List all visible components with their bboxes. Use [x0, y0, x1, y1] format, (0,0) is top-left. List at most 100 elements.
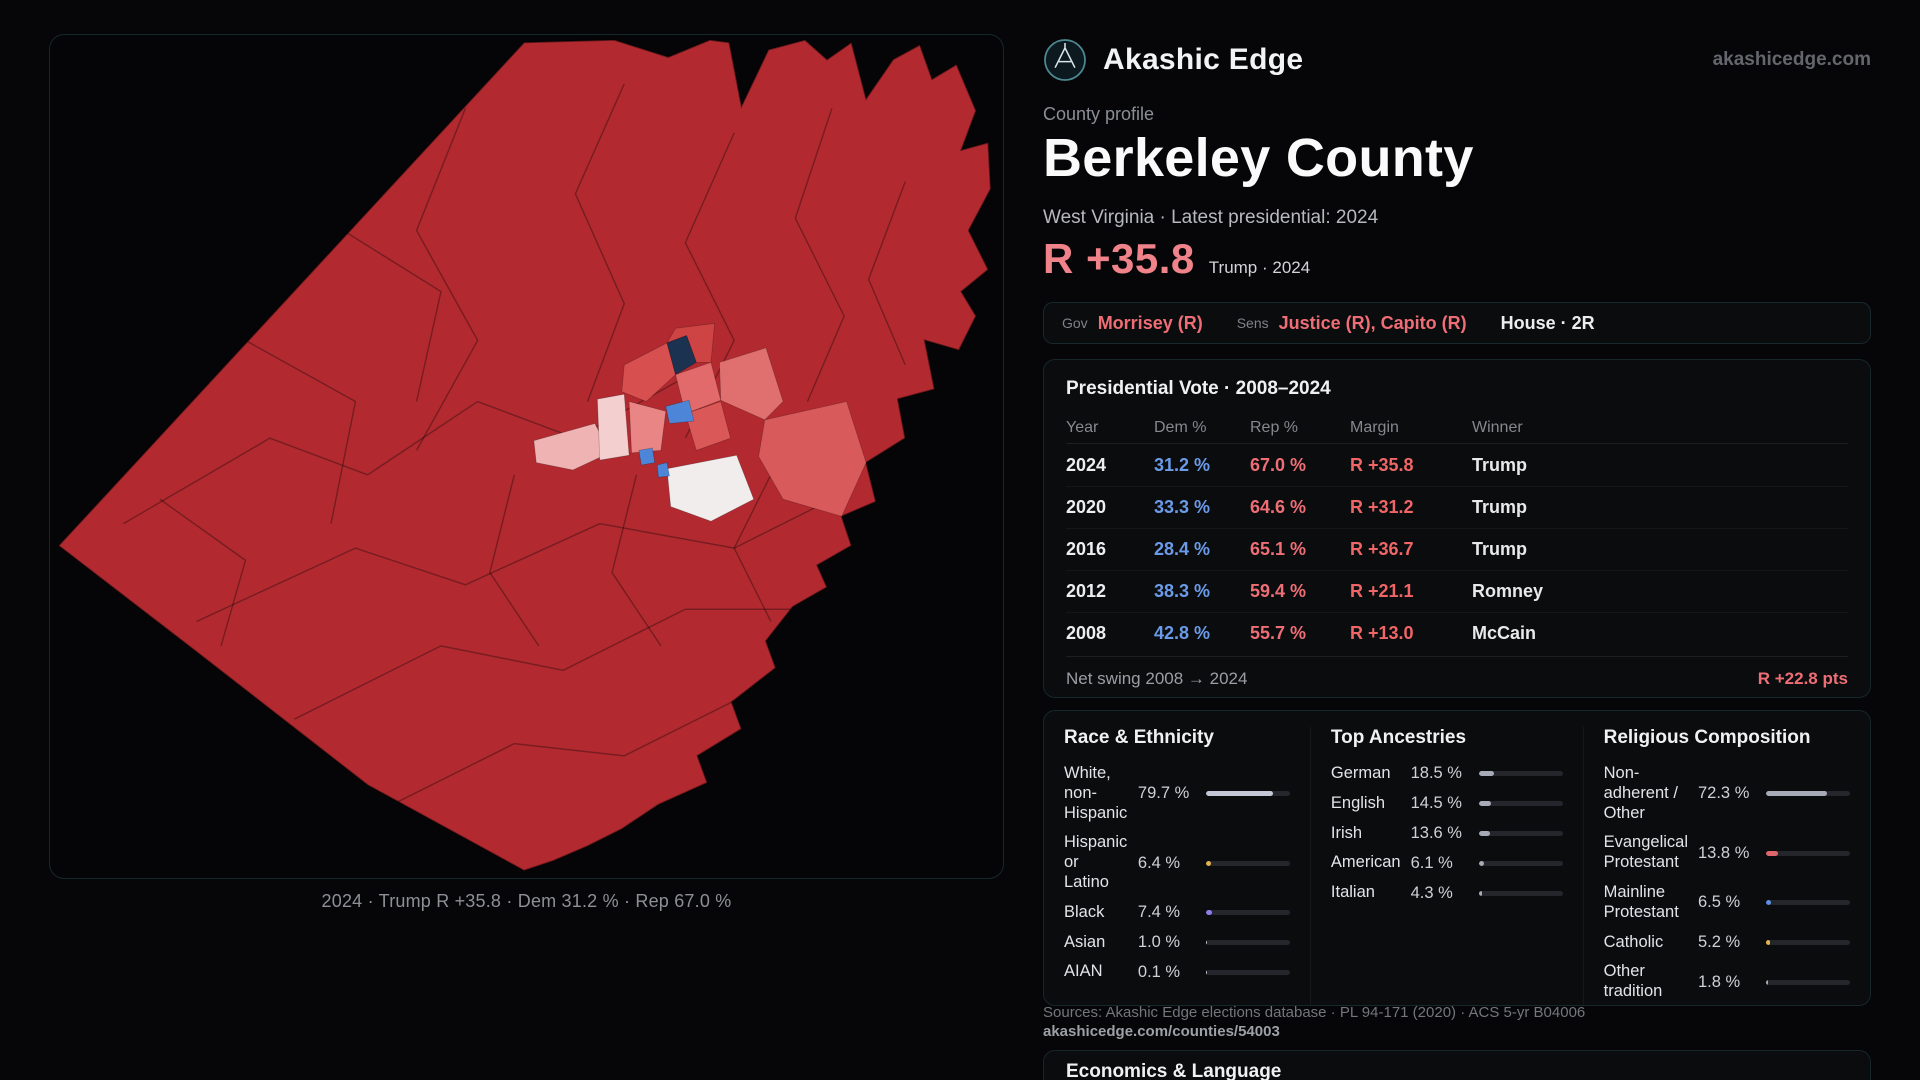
- pres-margin: R +21.1: [1350, 581, 1414, 601]
- gov-value: Morrisey (R): [1097, 312, 1203, 333]
- demo-row: AIAN 0.1 %: [1064, 957, 1290, 987]
- pres-margin: R +35.8: [1350, 454, 1414, 475]
- demo-bar: [1766, 791, 1850, 797]
- demo-value: 1.8 %: [1698, 972, 1741, 991]
- precinct-map-panel[interactable]: [49, 34, 1004, 879]
- demo-label: Asian: [1064, 932, 1106, 951]
- demo-row: German 18.5 %: [1331, 759, 1563, 789]
- pres-winner: Romney: [1472, 581, 1544, 601]
- pres-dem: 33.3 %: [1154, 497, 1211, 517]
- demo-value: 6.5 %: [1698, 893, 1741, 912]
- pres-dem: 38.3 %: [1154, 581, 1211, 601]
- eyebrow-label: County profile: [1043, 104, 1155, 124]
- pres-winner: Trump: [1472, 454, 1528, 475]
- demo-row: White, non-Hispanic 79.7 %: [1064, 759, 1290, 828]
- demo-row: Asian 1.0 %: [1064, 928, 1290, 958]
- col-winner: Winner: [1472, 418, 1523, 436]
- sources-line: Sources: Akashic Edge elections database…: [1043, 1004, 1586, 1021]
- demo-row: Irish 13.6 %: [1331, 819, 1563, 849]
- demo-bar: [1478, 830, 1563, 836]
- headline-margin-row: R +35.8 Trump · 2024: [1043, 235, 1871, 283]
- presidential-vote-card: Presidential Vote · 2008–2024 Year Dem %…: [1043, 359, 1871, 698]
- sens-value: Justice (R), Capito (R): [1278, 312, 1467, 333]
- county-shape[interactable]: [57, 38, 992, 872]
- demo-row: Other tradition 1.8 %: [1603, 957, 1850, 1005]
- demo-bar: [1766, 979, 1850, 985]
- table-row: 2020 33.3 % 64.6 % R +31.2 Trump: [1066, 486, 1848, 528]
- sources-block: Sources: Akashic Edge elections database…: [1043, 1003, 1871, 1041]
- demo-label: White, non-Hispanic: [1064, 764, 1128, 822]
- net-swing-label: Net swing 2008 → 2024: [1066, 668, 1248, 688]
- pres-rep: 65.1 %: [1250, 539, 1307, 559]
- table-row: 2008 42.8 % 55.7 % R +13.0 McCain: [1066, 612, 1848, 654]
- demo-value: 5.2 %: [1698, 932, 1741, 951]
- demo-row: American 6.1 %: [1331, 848, 1563, 878]
- demo-bar: [1205, 791, 1290, 797]
- demo-label: Mainline Protestant: [1603, 882, 1679, 921]
- urban-precinct-cluster[interactable]: [533, 322, 867, 522]
- religion-title: Religious Composition: [1603, 727, 1811, 748]
- demo-value: 0.1 %: [1137, 962, 1181, 981]
- sens-label: Sens: [1236, 315, 1269, 331]
- col-margin: Margin: [1350, 418, 1399, 436]
- demo-label: American: [1330, 853, 1401, 872]
- pres-winner: Trump: [1472, 497, 1528, 517]
- demo-row: Catholic 5.2 %: [1604, 928, 1850, 958]
- precinct-boundaries: [122, 83, 906, 806]
- map-caption: 2024 · Trump R +35.8 · Dem 31.2 % · Rep …: [321, 891, 732, 911]
- demo-row: Evangelical Protestant 13.8 %: [1604, 828, 1850, 878]
- demo-value: 1.0 %: [1137, 932, 1181, 951]
- water-precinct[interactable]: [666, 335, 697, 376]
- economics-card-title: Economics & Language: [1066, 1061, 1282, 1080]
- demo-label: Hispanic or Latino: [1064, 833, 1128, 891]
- table-row: 2012 38.3 % 59.4 % R +21.1 Romney: [1066, 570, 1848, 612]
- demo-label: Other tradition: [1603, 962, 1663, 1001]
- pres-dem: 42.8 %: [1154, 623, 1211, 643]
- demo-bar: [1205, 969, 1290, 975]
- pres-rep: 55.7 %: [1250, 623, 1307, 643]
- demo-value: 13.6 %: [1410, 823, 1462, 842]
- demo-label: Non-adherent / Other: [1603, 764, 1678, 822]
- demo-bar: [1205, 910, 1290, 916]
- table-row: 2024 31.2 % 67.0 % R +35.8 Trump: [1066, 444, 1848, 486]
- demo-value: 7.4 %: [1137, 903, 1181, 922]
- demo-bar: [1205, 939, 1290, 945]
- demo-label: Catholic: [1603, 932, 1664, 951]
- presidential-card-title: Presidential Vote · 2008–2024: [1066, 378, 1331, 399]
- pres-year: 2008: [1066, 623, 1107, 643]
- demo-label: AIAN: [1064, 962, 1103, 981]
- precinct-map[interactable]: [50, 35, 1003, 878]
- page-title: Berkeley County: [1043, 128, 1474, 188]
- pres-year: 2020: [1066, 497, 1107, 517]
- pres-winner: McCain: [1472, 623, 1537, 643]
- pres-margin: R +31.2: [1350, 497, 1414, 517]
- demo-label: Evangelical Protestant: [1603, 833, 1688, 872]
- county-permalink[interactable]: akashicedge.com/counties/54003: [1043, 1023, 1280, 1040]
- demo-value: 6.1 %: [1410, 853, 1453, 872]
- table-row: 2016 28.4 % 65.1 % R +36.7 Trump: [1066, 528, 1848, 570]
- headline-margin: R +35.8: [1043, 235, 1195, 282]
- pres-year: 2024: [1066, 454, 1107, 475]
- site-domain-link[interactable]: akashicedge.com: [1712, 49, 1871, 70]
- table-header-row: Year Dem % Rep % Margin Winner: [1066, 412, 1848, 444]
- religion-section: Religious Composition Non-adherent / Oth…: [1582, 727, 1870, 1005]
- demo-row: Non-adherent / Other 72.3 %: [1604, 759, 1850, 828]
- demo-bar: [1766, 900, 1850, 906]
- demo-bar: [1478, 771, 1563, 777]
- demo-bar: [1478, 860, 1563, 866]
- page-subtitle: West Virginia · Latest presidential: 202…: [1043, 207, 1379, 228]
- pres-year: 2016: [1066, 539, 1107, 559]
- demo-value: 79.7 %: [1137, 784, 1190, 803]
- pres-winner: Trump: [1472, 539, 1528, 559]
- demo-value: 72.3 %: [1698, 784, 1750, 803]
- gov-label: Gov: [1062, 315, 1088, 331]
- demographics-card: Race & Ethnicity White, non-Hispanic 79.…: [1043, 710, 1871, 1006]
- net-swing-row: Net swing 2008 → 2024 R +22.8 pts: [1066, 656, 1848, 700]
- headline-margin-context: Trump · 2024: [1208, 258, 1311, 277]
- demo-row: Mainline Protestant 6.5 %: [1604, 878, 1850, 928]
- col-year: Year: [1066, 418, 1099, 436]
- demo-bar: [1478, 801, 1563, 807]
- col-dem: Dem %: [1154, 418, 1207, 436]
- pres-rep: 64.6 %: [1250, 497, 1307, 517]
